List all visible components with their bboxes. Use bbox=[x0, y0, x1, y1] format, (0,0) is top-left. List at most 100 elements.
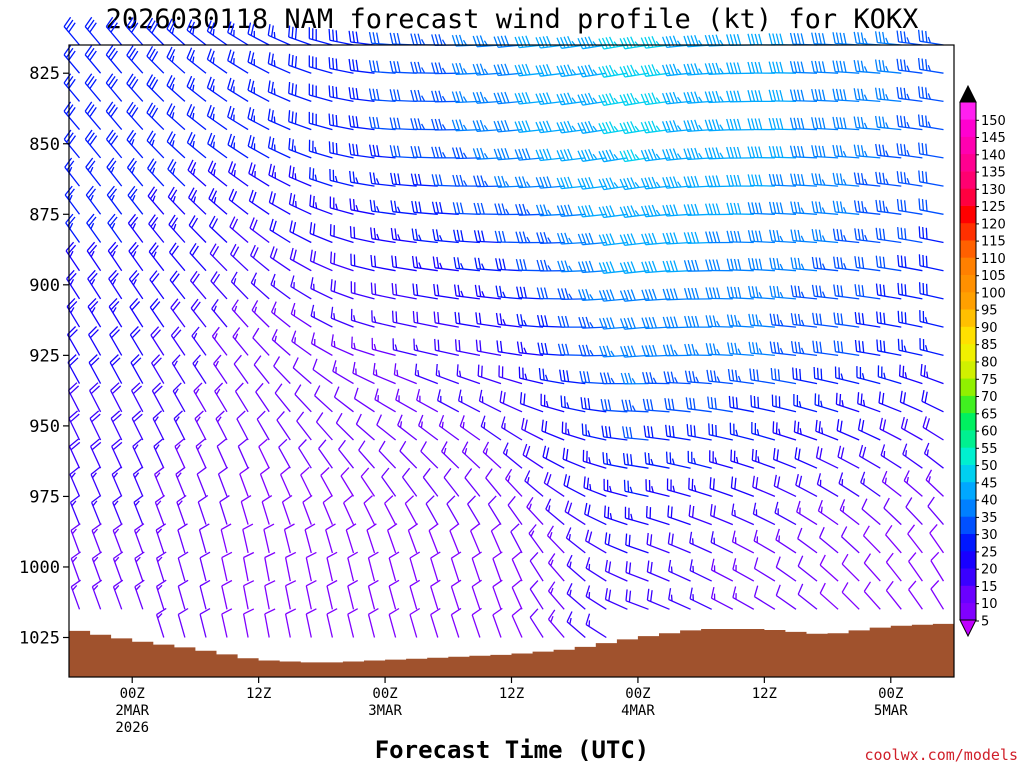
wind-barb bbox=[726, 174, 754, 187]
color-swatch bbox=[960, 395, 976, 414]
wind-barb bbox=[918, 226, 944, 244]
y-tick-label: 925 bbox=[29, 346, 60, 366]
wind-barb bbox=[748, 313, 775, 328]
wind-barb bbox=[69, 466, 81, 497]
wind-barb bbox=[599, 372, 628, 385]
wind-barb bbox=[662, 232, 691, 245]
color-swatch bbox=[960, 240, 976, 258]
wind-barb bbox=[856, 366, 881, 385]
wind-barb bbox=[430, 579, 441, 610]
wind-barb bbox=[918, 254, 944, 272]
wind-barb bbox=[747, 146, 775, 159]
wind-barb bbox=[899, 390, 923, 413]
wind-barb bbox=[495, 312, 523, 328]
wind-barb bbox=[431, 201, 459, 215]
wind-barb bbox=[70, 579, 81, 610]
x-tick-label: 00Z bbox=[625, 686, 650, 702]
wind-barb bbox=[662, 260, 691, 273]
wind-barb bbox=[832, 144, 860, 159]
wind-barb bbox=[581, 423, 607, 441]
wind-barb bbox=[478, 389, 502, 413]
chart-title: 2026030118 NAM forecast wind profile (kt… bbox=[106, 4, 919, 35]
wind-barb bbox=[454, 339, 481, 357]
wind-barb bbox=[347, 608, 359, 638]
wind-barb bbox=[727, 369, 754, 385]
wind-barb bbox=[86, 241, 102, 272]
wind-barb bbox=[263, 523, 275, 554]
color-swatch bbox=[960, 412, 976, 431]
wind-barb bbox=[622, 453, 649, 469]
wind-barb bbox=[371, 337, 396, 357]
wind-barb bbox=[155, 551, 167, 582]
colorbar-tick-label: 50 bbox=[981, 459, 998, 474]
wind-barb bbox=[881, 470, 902, 497]
wind-barb bbox=[326, 551, 338, 582]
wind-barb bbox=[619, 121, 649, 135]
wind-barb bbox=[769, 341, 797, 357]
wind-barb bbox=[84, 73, 102, 102]
wind-barb bbox=[411, 228, 438, 244]
wind-barb bbox=[624, 506, 649, 526]
wind-barb bbox=[753, 585, 776, 610]
wind-barb bbox=[841, 582, 860, 610]
wind-barb bbox=[347, 579, 359, 610]
colorbar-tick-label: 130 bbox=[981, 183, 1006, 198]
wind-barb bbox=[875, 283, 902, 300]
wind-barb bbox=[470, 523, 481, 554]
wind-barb bbox=[814, 393, 839, 413]
wind-barb bbox=[64, 157, 81, 187]
wind-barb bbox=[625, 533, 649, 554]
wind-barb bbox=[688, 477, 712, 498]
wind-barb bbox=[126, 157, 144, 187]
color-swatch bbox=[960, 136, 976, 155]
wind-barb bbox=[854, 228, 881, 244]
wind-barb bbox=[348, 115, 375, 131]
wind-barb bbox=[646, 532, 670, 554]
wind-barb bbox=[173, 410, 186, 441]
wind-barb bbox=[247, 22, 270, 46]
wind-barb bbox=[897, 282, 923, 300]
wind-barb bbox=[471, 551, 482, 582]
wind-barb bbox=[177, 523, 188, 554]
wind-barb bbox=[389, 89, 417, 103]
wind-barb bbox=[318, 439, 333, 469]
wind-barb bbox=[166, 46, 186, 74]
colorbar-high-arrow bbox=[959, 84, 977, 103]
wind-barb bbox=[85, 185, 102, 215]
colorbar-tick-label: 20 bbox=[981, 563, 998, 578]
x-tick-label: 5MAR bbox=[874, 703, 908, 719]
wind-barb bbox=[665, 451, 691, 469]
wind-barb bbox=[816, 473, 839, 497]
wind-barb bbox=[837, 445, 860, 469]
wind-barb bbox=[577, 204, 607, 218]
wind-barb bbox=[498, 365, 523, 385]
wind-barb bbox=[333, 386, 354, 413]
wind-barb bbox=[665, 424, 691, 441]
wind-barb bbox=[919, 310, 944, 328]
wind-barb bbox=[500, 416, 523, 441]
wind-barb bbox=[585, 557, 607, 582]
wind-barb bbox=[474, 284, 502, 300]
color-swatch bbox=[960, 102, 976, 120]
wind-barb bbox=[150, 326, 165, 356]
wind-barb bbox=[390, 172, 417, 187]
wind-barb bbox=[747, 174, 775, 187]
wind-barb bbox=[619, 149, 649, 163]
wind-barb bbox=[267, 136, 291, 159]
wind-barb bbox=[683, 231, 712, 244]
wind-barb bbox=[268, 163, 291, 187]
wind-barb bbox=[474, 257, 502, 272]
wind-barb bbox=[358, 440, 375, 469]
wind-barb bbox=[753, 557, 776, 582]
wind-barb bbox=[177, 579, 189, 610]
wind-barb bbox=[874, 115, 902, 131]
wind-barb bbox=[129, 326, 144, 356]
wind-barb bbox=[240, 495, 252, 525]
wind-barb bbox=[416, 388, 439, 413]
wind-barb bbox=[91, 551, 103, 582]
wind-barb bbox=[603, 478, 628, 498]
wind-barb bbox=[329, 168, 354, 187]
wind-barb bbox=[518, 366, 544, 385]
wind-barb bbox=[619, 64, 649, 78]
wind-barb bbox=[619, 92, 649, 106]
